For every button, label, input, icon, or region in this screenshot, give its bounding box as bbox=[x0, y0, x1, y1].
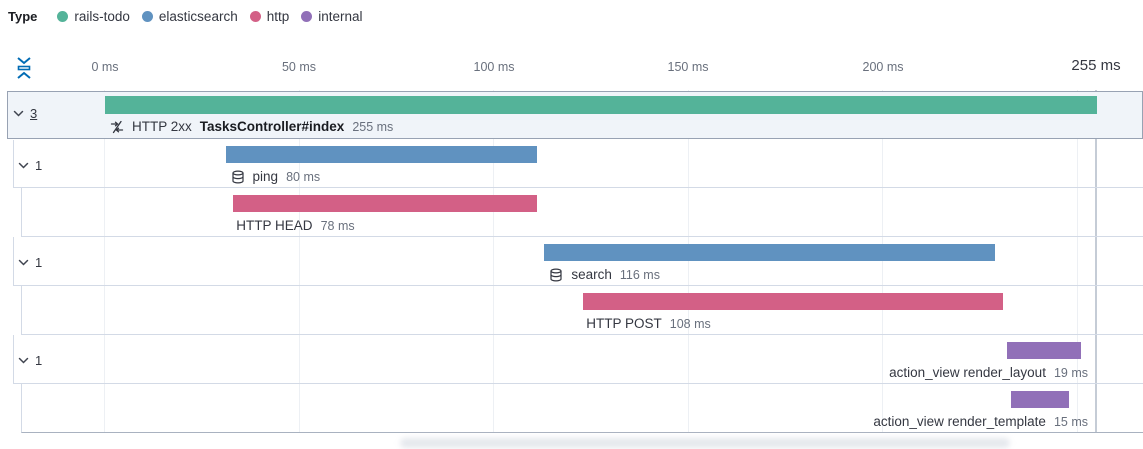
span-duration: 116 ms bbox=[619, 267, 660, 282]
axis-tick-200ms: 200 ms bbox=[862, 60, 904, 74]
row-border-ping bbox=[13, 140, 1143, 188]
axis-end-label: 255 ms bbox=[1071, 57, 1121, 74]
span-duration: 19 ms bbox=[1053, 365, 1088, 380]
legend: Type rails-todo elasticsearch http inter… bbox=[8, 9, 363, 24]
legend-item-rails-todo[interactable]: rails-todo bbox=[57, 9, 130, 24]
legend-item-http[interactable]: http bbox=[249, 9, 290, 24]
bar-span-render-template[interactable] bbox=[1010, 391, 1070, 408]
legend-dot-http-icon bbox=[249, 11, 261, 22]
legend-label: http bbox=[266, 9, 290, 24]
database-icon bbox=[231, 170, 245, 184]
axis-tick-0ms: 0 ms bbox=[91, 60, 119, 74]
database-icon bbox=[549, 268, 563, 282]
row-border-http-head bbox=[21, 188, 1143, 237]
bar-transaction-taskscontroller[interactable] bbox=[105, 96, 1097, 114]
time-axis: 0 ms 50 ms 100 ms 150 ms 200 ms 255 ms bbox=[0, 0, 1143, 90]
bottom-scroll-shadow bbox=[400, 438, 1010, 448]
waterfall: 3 1 1 1 bbox=[0, 90, 1143, 433]
transaction-name: TasksController#index bbox=[199, 119, 345, 134]
trace-end-line bbox=[1095, 90, 1097, 433]
transaction-result-badge: HTTP 2xx bbox=[132, 119, 192, 134]
span-name: action_view render_layout bbox=[889, 365, 1046, 380]
row-border-render-template bbox=[21, 384, 1143, 433]
axis-tick-100ms: 100 ms bbox=[473, 60, 515, 74]
toggle-ping-children[interactable]: 1 bbox=[17, 158, 42, 173]
legend-label: internal bbox=[318, 9, 363, 24]
legend-item-internal[interactable]: internal bbox=[301, 9, 363, 24]
transaction-duration: 255 ms bbox=[352, 119, 394, 134]
span-name: action_view render_template bbox=[873, 414, 1046, 429]
axis-tick-50ms: 50 ms bbox=[281, 60, 317, 74]
span-name: HTTP POST bbox=[586, 316, 662, 331]
fold-timeline-icon bbox=[14, 56, 34, 80]
axis-tick-150ms: 150 ms bbox=[667, 60, 709, 74]
gridline-100ms bbox=[493, 90, 494, 433]
span-duration: 78 ms bbox=[320, 218, 355, 233]
span-name: HTTP HEAD bbox=[236, 218, 313, 233]
gridline-150ms bbox=[688, 90, 689, 433]
bar-span-http-post[interactable] bbox=[583, 293, 1004, 310]
label-http-post: HTTP POST 108 ms bbox=[586, 314, 711, 333]
legend-item-elasticsearch[interactable]: elasticsearch bbox=[141, 9, 238, 24]
gridline-0ms bbox=[104, 90, 105, 433]
child-count: 3 bbox=[30, 106, 38, 121]
label-http-head: HTTP HEAD 78 ms bbox=[236, 216, 354, 235]
collapse-timeline-button[interactable] bbox=[13, 56, 35, 80]
span-duration: 15 ms bbox=[1053, 414, 1088, 429]
legend-label: elasticsearch bbox=[158, 9, 238, 24]
toggle-render-layout-children[interactable]: 1 bbox=[17, 353, 42, 368]
merge-transaction-icon bbox=[110, 120, 124, 134]
label-search: search 116 ms bbox=[549, 265, 660, 284]
gridline-200ms bbox=[882, 90, 883, 433]
legend-title: Type bbox=[8, 9, 38, 24]
toggle-transaction-children[interactable]: 3 bbox=[12, 106, 37, 121]
child-count: 1 bbox=[35, 353, 43, 368]
span-duration: 108 ms bbox=[669, 316, 711, 331]
bar-span-render-layout[interactable] bbox=[1007, 342, 1081, 359]
chevron-down-icon bbox=[17, 256, 30, 269]
chevron-down-icon bbox=[17, 159, 30, 172]
child-count: 1 bbox=[35, 158, 43, 173]
label-ping: ping 80 ms bbox=[231, 167, 321, 186]
span-name: ping bbox=[252, 169, 279, 184]
label-transaction: HTTP 2xx TasksController#index 255 ms bbox=[110, 117, 393, 136]
legend-label: rails-todo bbox=[74, 9, 130, 24]
row-border-render-layout bbox=[13, 335, 1143, 384]
span-name: search bbox=[571, 267, 612, 282]
chevron-down-icon bbox=[17, 354, 30, 367]
label-render-layout: action_view render_layout 19 ms bbox=[889, 363, 1088, 382]
legend-dot-internal-icon bbox=[301, 11, 313, 22]
child-count: 1 bbox=[35, 255, 43, 270]
legend-dot-rails-todo-icon bbox=[57, 11, 69, 22]
toggle-search-children[interactable]: 1 bbox=[17, 255, 42, 270]
gridline-50ms bbox=[299, 90, 300, 433]
row-border-http-post bbox=[21, 286, 1143, 335]
label-render-template: action_view render_template 15 ms bbox=[873, 412, 1088, 431]
bar-span-http-head[interactable] bbox=[233, 195, 537, 212]
row-border-search bbox=[13, 237, 1143, 286]
chevron-down-icon bbox=[12, 107, 25, 120]
bar-span-ping[interactable] bbox=[225, 146, 537, 163]
legend-dot-elasticsearch-icon bbox=[141, 11, 153, 22]
span-duration: 80 ms bbox=[286, 169, 321, 184]
gridline-250ms bbox=[1077, 90, 1078, 433]
bar-span-search[interactable] bbox=[544, 244, 996, 261]
